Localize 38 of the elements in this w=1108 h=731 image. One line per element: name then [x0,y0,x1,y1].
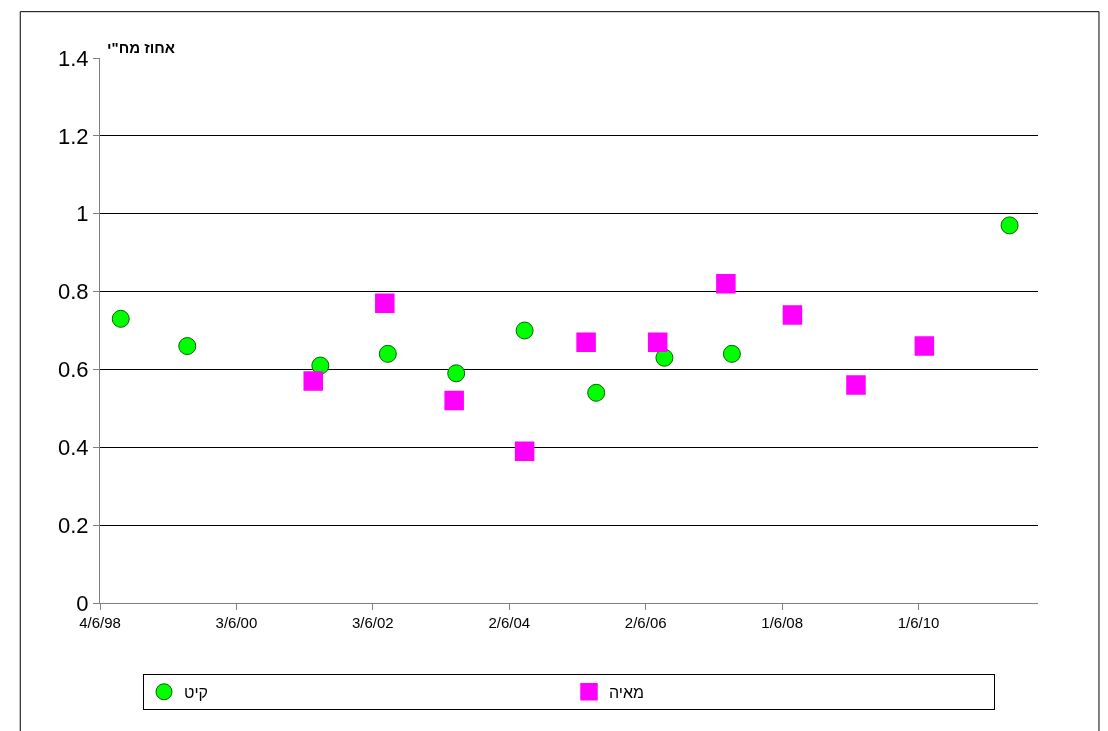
x-tick-label: 2/6/04 [488,614,531,631]
point [303,371,323,391]
y-tick-label: 0.8 [58,279,89,305]
y-tick-label: 0.4 [58,434,89,460]
point [444,390,464,411]
legend-label: קיט [184,683,209,701]
point [178,337,197,356]
point [587,383,606,402]
point [514,441,535,461]
point [716,274,736,294]
point [515,321,534,340]
point [311,356,330,375]
point [647,332,668,352]
point [576,332,596,352]
legend-label: מאיה [609,683,645,701]
point [914,336,935,356]
point [378,344,397,363]
point [655,348,674,367]
y-tick-label: 1.2 [58,123,89,149]
point [722,344,741,363]
point [111,309,130,328]
x-tick-label: 4/6/98 [79,614,121,631]
y-tick-label: 1.4 [58,45,89,71]
point [1000,216,1019,235]
point [846,375,866,395]
point [782,305,803,325]
y-tick-label: 0.6 [58,357,89,383]
x-tick-label: 1/6/08 [761,614,804,631]
x-tick-label: 2/6/06 [624,614,667,631]
x-tick-label: 1/6/10 [897,614,940,631]
point [375,293,395,313]
y-tick-label: 1 [76,201,89,227]
point [447,364,466,383]
y-tick-label: 0.2 [58,512,89,538]
y-tick-label: 0 [76,590,89,616]
x-tick-label: 3/6/02 [352,614,394,631]
x-tick-label: 3/6/00 [215,614,258,631]
y-axis-title: אחוז מח"י [107,39,175,56]
